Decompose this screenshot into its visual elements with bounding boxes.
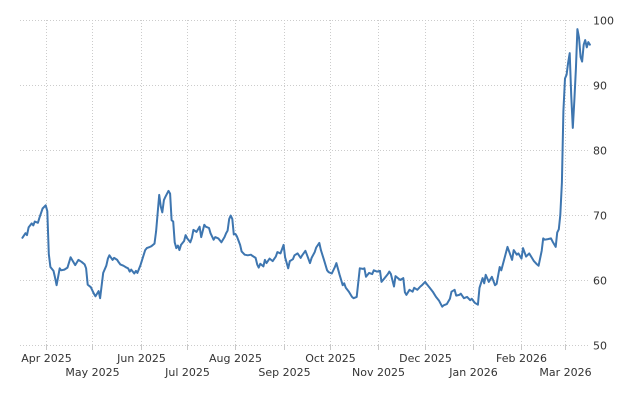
y-axis-label: 100 xyxy=(593,15,614,28)
y-axis-label: 60 xyxy=(593,275,607,288)
x-axis-label: Dec 2025 xyxy=(399,352,452,365)
x-axis-label: Apr 2025 xyxy=(21,352,72,365)
price-series-line[interactable] xyxy=(21,28,591,308)
y-axis-label: 90 xyxy=(593,80,607,93)
x-axis-label: May 2025 xyxy=(65,366,119,379)
x-axis-label: Nov 2025 xyxy=(352,366,405,379)
x-axis-label: Aug 2025 xyxy=(209,352,262,365)
x-axis-label: Sep 2025 xyxy=(258,366,310,379)
x-axis-label: Jun 2025 xyxy=(116,352,166,365)
x-axis-label: Jan 2026 xyxy=(448,366,497,379)
y-axis-label: 80 xyxy=(593,145,607,158)
y-axis-label: 50 xyxy=(593,340,607,353)
x-axis-label: Oct 2025 xyxy=(305,352,356,365)
x-axis-label: Feb 2026 xyxy=(496,352,547,365)
x-axis-label: Mar 2026 xyxy=(539,366,591,379)
y-axis-label: 70 xyxy=(593,210,607,223)
x-axis-label: Jul 2025 xyxy=(164,366,210,379)
